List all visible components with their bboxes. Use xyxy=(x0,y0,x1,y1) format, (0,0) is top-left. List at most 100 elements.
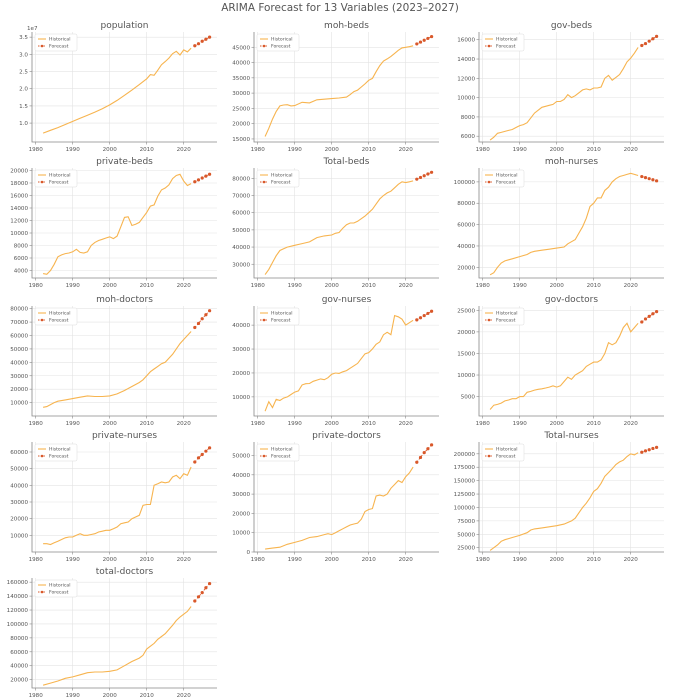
x-tick-label: 2020 xyxy=(177,557,192,563)
historical-line xyxy=(43,466,192,546)
x-tick-label: 1990 xyxy=(66,693,81,699)
y-tick-label: 14000 xyxy=(10,206,28,212)
x-tick-label: 1980 xyxy=(476,147,491,153)
forecast-point xyxy=(430,34,434,39)
x-tick-label: 1990 xyxy=(513,557,528,563)
axis-spines xyxy=(31,442,217,553)
y-tick-label: 30000 xyxy=(232,347,250,353)
y-tick-label: 5000 xyxy=(461,395,476,401)
panels: population 1980 1990 2000 2010 2020 1.0 1.5 2.0 2… xyxy=(7,21,664,699)
forecast-point xyxy=(196,178,201,182)
y-tick-label: 75000 xyxy=(457,519,475,525)
legend-forecast-marker xyxy=(487,44,491,48)
x-tick-label: 2020 xyxy=(624,147,639,153)
forecast-point xyxy=(418,40,423,44)
x-tick-label: 1980 xyxy=(251,147,266,153)
y-tick-label: 50000 xyxy=(232,228,250,234)
y-tick-label: 45000 xyxy=(232,45,250,51)
x-tick-label: 1990 xyxy=(513,147,528,153)
y-tick-label: 100000 xyxy=(454,505,476,511)
y-tick-label: 175000 xyxy=(454,465,476,471)
forecast-point xyxy=(418,175,423,180)
legend-forecast-label: Forecast xyxy=(49,44,69,50)
chart-panel-1: moh-beds 1980 1990 2000 2010 2020 15000 20000 25… xyxy=(232,21,439,153)
y-tick-label: 70000 xyxy=(232,194,250,200)
y-tick-label: 10000 xyxy=(232,531,250,537)
x-tick-label: 1980 xyxy=(29,283,44,289)
historical-line xyxy=(265,466,414,550)
x-tick-label: 2000 xyxy=(550,557,565,563)
y-tick-label: 40000 xyxy=(232,245,250,251)
axis-spines xyxy=(253,168,439,279)
legend-forecast-marker xyxy=(487,454,491,458)
legend-historical-label: Historical xyxy=(49,447,71,453)
legend-historical-label: Historical xyxy=(49,311,71,317)
legend-forecast-marker xyxy=(40,44,44,48)
legend-box xyxy=(256,169,300,188)
legend-forecast-label: Forecast xyxy=(271,180,291,186)
y-tick-label: 40000 xyxy=(10,664,28,670)
x-tick-label: 2010 xyxy=(362,557,377,563)
forecast-point xyxy=(643,41,648,46)
chart-title: moh-beds xyxy=(324,21,369,31)
x-tick-label: 2000 xyxy=(550,421,565,427)
historical-line xyxy=(42,173,192,275)
y-tick-label: 80000 xyxy=(10,307,28,313)
chart-panel-2: gov-beds 1980 1990 2000 2010 2020 6000 8000 1000… xyxy=(457,21,664,153)
x-tick-label: 2020 xyxy=(624,421,639,427)
y-tick-label: 35000 xyxy=(232,76,250,82)
forecast-point xyxy=(643,449,648,453)
y-tick-label: 2.5 xyxy=(19,70,28,76)
x-tick-label: 2010 xyxy=(140,147,155,153)
historical-line xyxy=(42,606,192,686)
legend-historical-label: Historical xyxy=(271,311,293,317)
legend-forecast-marker xyxy=(487,180,491,184)
x-tick-label: 2010 xyxy=(140,557,155,563)
historical-line xyxy=(42,47,192,134)
axis-spines xyxy=(478,442,664,553)
forecast-point xyxy=(655,34,659,38)
forecast-point xyxy=(196,321,201,326)
x-tick-label: 1980 xyxy=(29,557,44,563)
x-tick-label: 1990 xyxy=(66,283,81,289)
chart-title: moh-nurses xyxy=(545,157,599,167)
y-tick-label: 160000 xyxy=(7,580,29,586)
y-tick-label: 10000 xyxy=(457,96,475,102)
forecast-point xyxy=(430,443,434,447)
forecast-point xyxy=(208,172,212,176)
x-tick-label: 2010 xyxy=(140,421,155,427)
chart-panel-3: private-beds 1980 1990 2000 2010 2020 4000 6000… xyxy=(10,157,217,289)
x-tick-label: 2010 xyxy=(362,147,377,153)
axis-spines xyxy=(31,578,217,689)
y-tick-label: 60000 xyxy=(232,211,250,217)
forecast-point xyxy=(643,317,648,321)
y-tick-label: 4000 xyxy=(14,269,29,275)
legend-historical-label: Historical xyxy=(496,37,518,43)
x-tick-label: 2000 xyxy=(103,283,118,289)
y-tick-label: 60000 xyxy=(10,450,28,456)
legend-forecast-label: Forecast xyxy=(496,318,516,324)
y-tick-label: 20000 xyxy=(232,122,250,128)
legend-forecast-label: Forecast xyxy=(271,454,291,460)
forecast-point xyxy=(196,42,201,46)
x-tick-label: 2020 xyxy=(399,421,414,427)
legend-forecast-marker xyxy=(40,180,44,184)
y-tick-label: 16000 xyxy=(457,38,475,44)
legend-forecast-marker xyxy=(262,180,266,184)
legend-historical-label: Historical xyxy=(271,173,293,179)
historical-line xyxy=(264,45,414,137)
x-tick-label: 2000 xyxy=(103,147,118,153)
forecast-point xyxy=(430,309,434,313)
legend-box xyxy=(481,443,525,462)
axis-spines xyxy=(478,168,664,279)
y-tick-label: 80000 xyxy=(457,201,475,207)
x-tick-label: 2010 xyxy=(140,693,155,699)
x-tick-label: 2010 xyxy=(362,421,377,427)
axis-spines xyxy=(253,32,439,143)
y-tick-label: 1.0 xyxy=(19,121,28,127)
x-tick-label: 2000 xyxy=(103,693,118,699)
forecast-point xyxy=(204,449,208,453)
forecast-point xyxy=(204,37,208,41)
x-tick-label: 2010 xyxy=(362,283,377,289)
